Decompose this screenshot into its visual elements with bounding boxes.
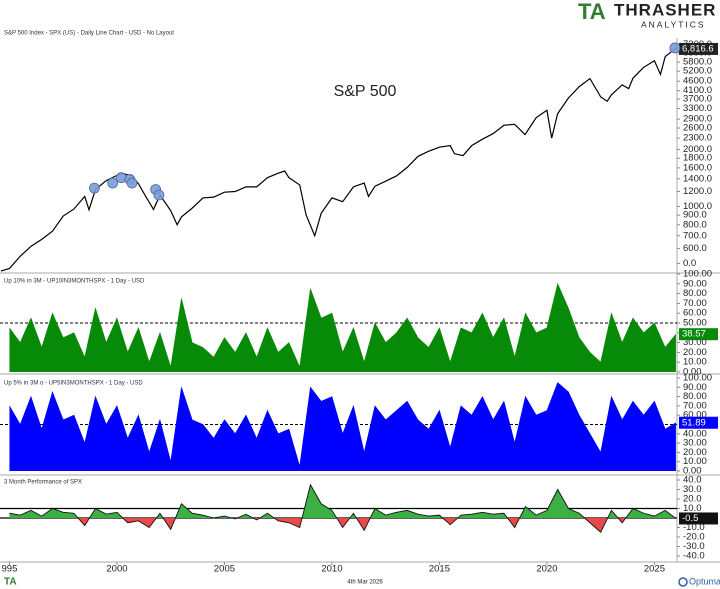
y-tick-label: 2000.0 [683, 144, 712, 155]
y-tick-label: 90.00 [683, 382, 707, 393]
y-tick-label: 40.00 [683, 428, 707, 439]
vendor: Optuma [689, 576, 720, 586]
y-tick-label: 0.00 [683, 367, 702, 378]
brand-sub: ANALYTICS [641, 19, 706, 29]
y-tick-label: 4600.0 [683, 76, 712, 87]
x-tick-label: 2020 [536, 564, 557, 575]
last-value-label: 6,816.6 [682, 43, 714, 54]
y-tick-label: 80.00 [683, 391, 707, 402]
last-value-box [679, 512, 718, 525]
x-tick-label: 995 [2, 564, 18, 575]
y-tick-label: 30.00 [683, 438, 707, 449]
y-tick-label: 700.0 [683, 230, 707, 241]
last-value-label: -0.5 [682, 513, 698, 524]
y-tick-label: 1400.0 [683, 173, 712, 184]
y-tick-label: 30.0 [683, 484, 702, 495]
y-tick-label: 80.00 [683, 288, 707, 299]
last-value-label: 38.57 [682, 329, 706, 340]
y-tick-label: 0.00 [683, 466, 702, 477]
y-tick-label: 1200.0 [683, 186, 712, 197]
y-tick-label: 70.00 [683, 400, 707, 411]
y-tick-label: 100.00 [683, 269, 712, 280]
y-tick-label: 5800.0 [683, 57, 712, 68]
y-tick-label: 1600.0 [683, 162, 712, 173]
y-tick-label: 2900.0 [683, 114, 712, 125]
plot-area [0, 382, 677, 471]
signal-marker [88, 182, 100, 194]
y-tick-label: 60.00 [683, 308, 707, 319]
area-line [9, 282, 677, 369]
y-tick-label: 60.00 [683, 410, 707, 421]
y-tick-label: 10.00 [683, 357, 707, 368]
signal-marker [107, 177, 119, 189]
y-tick-label: 0.0 [683, 258, 696, 269]
y-tick-label: -10.0 [683, 522, 705, 533]
plot-area [0, 483, 677, 533]
y-tick-label: 1000.0 [683, 201, 712, 212]
y-tick-label: 20.00 [683, 447, 707, 458]
y-tick-label: 3700.0 [683, 94, 712, 105]
y-tick-label: 600.0 [683, 243, 707, 254]
y-tick-label: 90.00 [683, 278, 707, 289]
area-line [9, 483, 677, 533]
y-tick-label: 20.00 [683, 347, 707, 358]
area-line [9, 382, 677, 467]
y-tick-label: -30.0 [683, 541, 705, 552]
x-tick-label: 2005 [214, 564, 235, 575]
area [9, 382, 676, 471]
y-tick-label: 70.00 [683, 298, 707, 309]
y-tick-label: 40.0 [683, 475, 702, 486]
y-tick-label: 800.0 [683, 219, 707, 230]
brand: THRASHER [614, 0, 716, 19]
y-tick-label: 2300.0 [683, 133, 712, 144]
y-tick-label: 900.0 [683, 210, 707, 221]
signal-marker [126, 177, 138, 189]
x-tick-label: 2015 [429, 564, 450, 575]
x-tick-label: 2000 [106, 564, 127, 575]
last-value-box [679, 328, 718, 341]
y-tick-label: 20.0 [683, 494, 702, 505]
x-tick-label: 2025 [644, 564, 665, 575]
last-value-label: 51.89 [682, 417, 706, 428]
logo-mark: TA [578, 0, 606, 24]
y-tick-label: 30.00 [683, 337, 707, 348]
vendor-icon [678, 577, 688, 587]
y-tick-label: -40.0 [683, 551, 705, 562]
signal-marker [669, 42, 681, 54]
signal-marker [153, 189, 165, 201]
footer-date: 4th Mar 2026 [347, 580, 383, 586]
y-tick-label: 3300.0 [683, 103, 712, 114]
area [9, 283, 676, 372]
y-tick-label: 5200.0 [683, 66, 712, 77]
y-tick-label: 1800.0 [683, 153, 712, 164]
area-negative [9, 518, 676, 533]
last-value-box [679, 42, 718, 55]
plot-area [0, 282, 677, 372]
panel-title: Up 5% in 3M o - UP5IN3MONTHSPX - 1 Day -… [4, 381, 143, 387]
annotation: S&P 500 [334, 83, 397, 100]
y-tick-label: 2600.0 [683, 123, 712, 134]
y-tick-label: 10.00 [683, 456, 707, 467]
panel-title: S&P 500 Index - SPX (US) - Daily Line Ch… [4, 31, 174, 37]
last-value-box [679, 416, 718, 429]
panel-title: 3 Month Performance of SPX [4, 480, 82, 486]
panel-title: Up 10% in 3M - UP10IN3MONTHSPX - 1 Day -… [4, 279, 145, 285]
y-tick-label: 10.0 [683, 503, 702, 514]
y-tick-label: 100.00 [683, 373, 712, 384]
y-tick-label: 50.00 [683, 318, 707, 329]
y-tick-label: -20.0 [683, 532, 705, 543]
footer-logo: TA [4, 577, 17, 588]
x-tick-label: 2010 [321, 564, 342, 575]
y-tick-label: 4100.0 [683, 85, 712, 96]
